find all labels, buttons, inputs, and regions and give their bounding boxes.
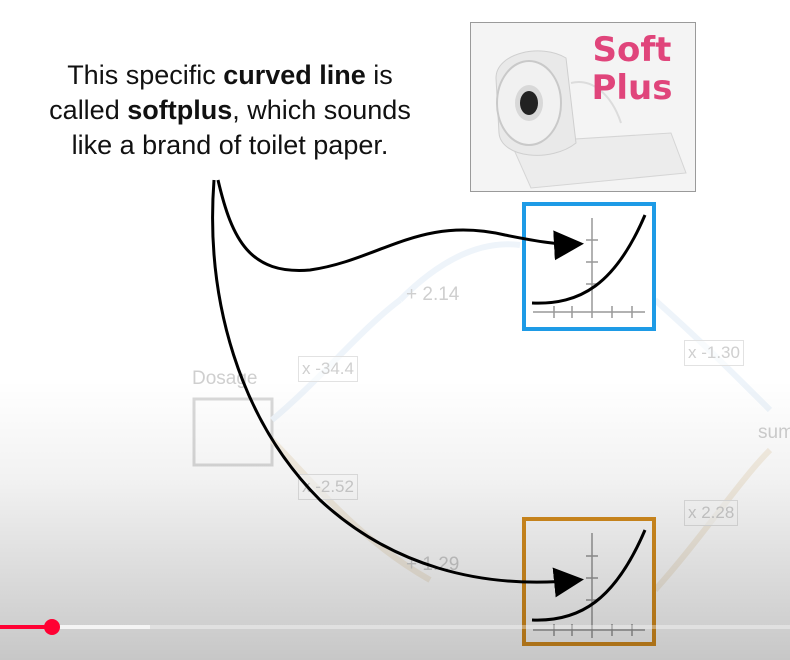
connection-top-2 bbox=[397, 241, 521, 303]
arrow-to-bottom-curve bbox=[211, 179, 584, 598]
toilet-paper-image: Soft Plus bbox=[470, 22, 696, 192]
weight-top-label: x -34.4 bbox=[298, 356, 358, 382]
caption-line2-pre: called bbox=[49, 95, 128, 125]
caption-line2-post: , which sounds bbox=[232, 95, 411, 125]
top-softplus-axes bbox=[533, 218, 645, 318]
brand-line1: Soft bbox=[592, 30, 672, 70]
caption-line3: like a brand of toilet paper. bbox=[71, 130, 389, 160]
connection-bottom bbox=[269, 437, 432, 583]
caption-text: This specific curved line is called soft… bbox=[10, 58, 450, 163]
caption-softplus: softplus bbox=[127, 95, 233, 125]
caption-curved-line: curved line bbox=[223, 60, 366, 90]
bias-top-label: + 2.14 bbox=[406, 284, 460, 305]
out-weight-top-label: x -1.30 bbox=[684, 340, 744, 366]
out-weight-bottom-label: x 2.28 bbox=[684, 500, 739, 526]
output-label: sum bbox=[758, 422, 790, 443]
scrubber-handle[interactable] bbox=[44, 619, 61, 635]
caption-line1-post: is bbox=[365, 60, 393, 90]
progress-bar[interactable] bbox=[0, 619, 790, 635]
bottom-softplus-axes bbox=[533, 533, 645, 638]
progress-buffered bbox=[0, 625, 151, 629]
arrow-to-top-curve bbox=[216, 179, 584, 272]
brand-text: Soft Plus bbox=[587, 31, 677, 107]
top-softplus-curve bbox=[531, 214, 647, 305]
input-node-box bbox=[192, 397, 274, 467]
brand-line2: Plus bbox=[591, 68, 673, 108]
top-softplus-box bbox=[522, 202, 656, 331]
progress-played bbox=[0, 625, 53, 629]
caption-line1-pre: This specific bbox=[67, 60, 224, 90]
bottom-softplus-curve bbox=[531, 529, 647, 622]
toilet-roll-icon bbox=[495, 50, 687, 189]
